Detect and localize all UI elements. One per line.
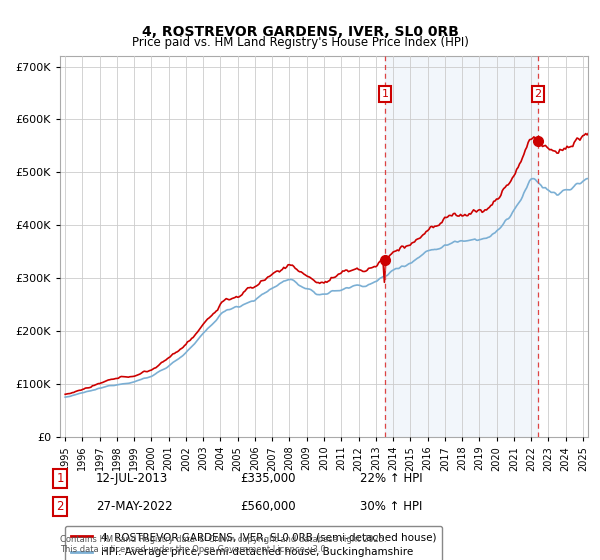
Text: Contains HM Land Registry data © Crown copyright and database right 2025.
This d: Contains HM Land Registry data © Crown c… [60, 535, 386, 554]
Text: 2: 2 [535, 89, 542, 99]
Text: 4, ROSTREVOR GARDENS, IVER, SL0 0RB: 4, ROSTREVOR GARDENS, IVER, SL0 0RB [142, 25, 458, 39]
Legend: 4, ROSTREVOR GARDENS, IVER, SL0 0RB (semi-detached house), HPI: Average price, s: 4, ROSTREVOR GARDENS, IVER, SL0 0RB (sem… [65, 526, 442, 560]
Text: 12-JUL-2013: 12-JUL-2013 [96, 472, 168, 486]
Bar [385, 56, 538, 437]
Text: Price paid vs. HM Land Registry's House Price Index (HPI): Price paid vs. HM Land Registry's House … [131, 36, 469, 49]
Text: £335,000: £335,000 [240, 472, 296, 486]
Text: 1: 1 [56, 472, 64, 486]
Text: £560,000: £560,000 [240, 500, 296, 514]
Text: 27-MAY-2022: 27-MAY-2022 [96, 500, 173, 514]
Text: 2: 2 [56, 500, 64, 514]
Text: 1: 1 [382, 89, 389, 99]
Text: 22% ↑ HPI: 22% ↑ HPI [360, 472, 422, 486]
Text: 30% ↑ HPI: 30% ↑ HPI [360, 500, 422, 514]
